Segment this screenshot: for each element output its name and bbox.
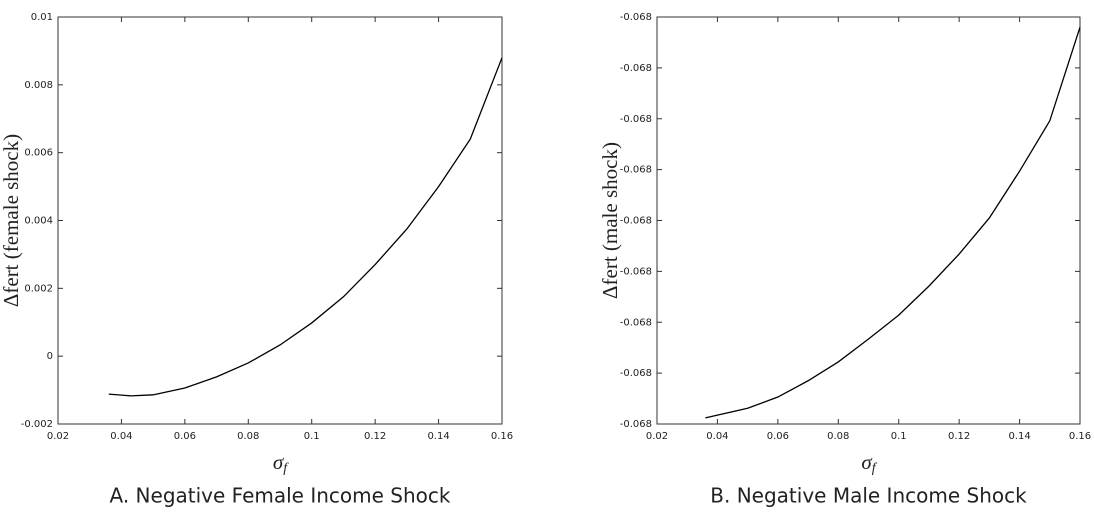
x-axis-label: σf — [273, 450, 289, 476]
x-tick-label: 0.02 — [646, 431, 668, 442]
x-axis-symbol: σ — [273, 450, 285, 474]
x-tick-label: 0.06 — [174, 431, 196, 442]
y-tick-label: -0.068 — [620, 266, 652, 277]
x-tick-label: 0.1 — [304, 431, 320, 442]
x-tick-label: 0.12 — [948, 431, 970, 442]
x-tick-label: 0.14 — [1008, 431, 1030, 442]
y-tick-label: 0 — [47, 351, 53, 362]
y-tick-label: -0.068 — [620, 165, 652, 176]
y-tick-label: -0.068 — [620, 63, 652, 74]
x-tick-label: 0.14 — [427, 431, 449, 442]
y-tick-label: -0.068 — [620, 12, 652, 23]
x-axis-symbol: σ — [861, 450, 873, 474]
y-tick-label: -0.068 — [620, 419, 652, 430]
y-tick-label: -0.068 — [620, 317, 652, 328]
x-axis-label: σf — [861, 450, 877, 476]
y-tick-label: 0.006 — [24, 148, 53, 159]
y-axis-label: Δfert (male shock) — [598, 142, 622, 299]
x-tick-label: 0.04 — [706, 431, 728, 442]
x-tick-label: 0.1 — [891, 431, 907, 442]
plot-frame — [656, 16, 1081, 425]
y-axis-label: Δfert (female shock) — [0, 134, 23, 307]
y-tick-label: -0.002 — [21, 419, 53, 430]
x-tick-label: 0.06 — [767, 431, 789, 442]
y-tick-label: 0.002 — [24, 283, 53, 294]
y-tick-label: -0.068 — [620, 216, 652, 227]
y-tick-label: -0.068 — [620, 368, 652, 379]
y-tick-label: 0.004 — [24, 216, 53, 227]
x-axis-subscript: f — [283, 461, 289, 476]
y-tick-label: -0.068 — [620, 114, 652, 125]
x-tick-label: 0.12 — [364, 431, 386, 442]
y-tick-label: 0.008 — [24, 80, 53, 91]
data-line — [705, 26, 1081, 419]
plot-frame — [57, 16, 503, 425]
x-tick-label: 0.16 — [1069, 431, 1091, 442]
x-tick-label: 0.08 — [827, 431, 849, 442]
y-tick-label: 0.01 — [31, 12, 53, 23]
x-tick-label: 0.04 — [110, 431, 132, 442]
x-tick-label: 0.16 — [491, 431, 513, 442]
x-axis-subscript: f — [872, 461, 878, 476]
x-tick-label: 0.08 — [237, 431, 259, 442]
data-line — [108, 57, 503, 397]
caption: B. Negative Male Income Shock — [710, 484, 1027, 508]
caption: A. Negative Female Income Shock — [110, 484, 451, 508]
x-tick-label: 0.02 — [47, 431, 69, 442]
